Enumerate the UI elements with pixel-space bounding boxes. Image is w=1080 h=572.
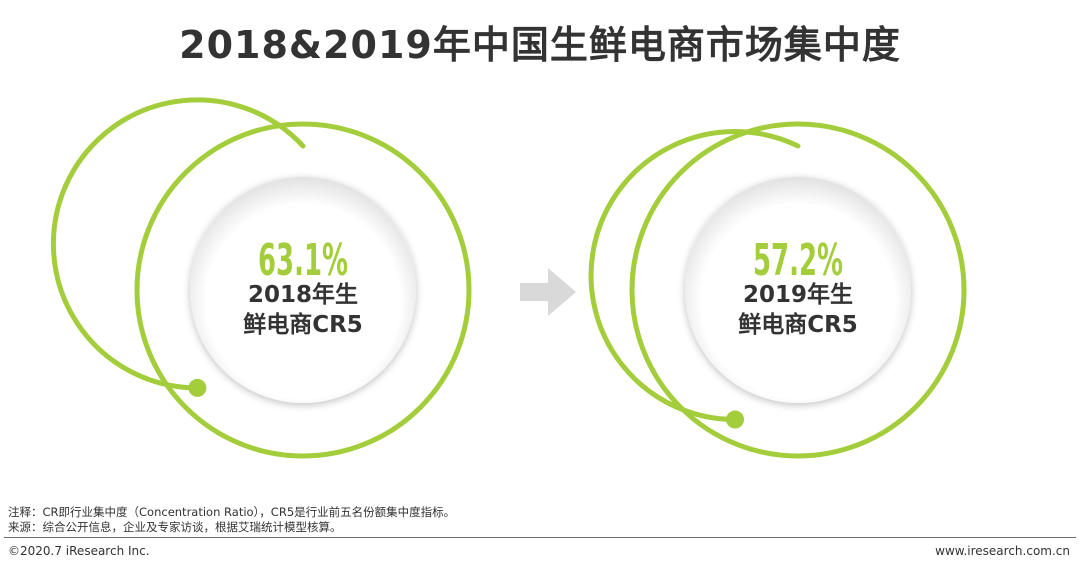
category-label-line2: 鲜电商CR5: [738, 311, 858, 338]
website-text: www.iresearch.com.cn: [935, 544, 1070, 558]
copyright-text: ©2020.7 iResearch Inc.: [8, 544, 150, 558]
progress-end-dot: [726, 410, 745, 429]
page-title: 2018&2019年中国生鲜电商市场集中度: [179, 23, 901, 67]
progress-arc: [50, 97, 306, 391]
value-label: 57.2%: [753, 235, 843, 286]
outer-ring: [629, 121, 967, 459]
footer-divider: [4, 537, 1076, 538]
outer-ring: [134, 121, 472, 459]
right-arrow-icon: [520, 268, 576, 316]
source-text: 来源：综合公开信息，企业及专家访谈，根据艾瑞统计模型核算。: [8, 520, 342, 534]
progress-end-dot: [188, 378, 207, 397]
note-text: 注释：CR即行业集中度（Concentration Ratio），CR5是行业前…: [8, 505, 456, 519]
category-label-line2: 鲜电商CR5: [243, 311, 363, 338]
inner-disc: [190, 177, 416, 403]
category-label-line1: 2019年生: [743, 281, 853, 308]
inner-disc: [685, 177, 911, 403]
value-label: 63.1%: [258, 235, 348, 286]
category-label-line1: 2018年生: [248, 281, 358, 308]
progress-arc: [588, 129, 801, 423]
